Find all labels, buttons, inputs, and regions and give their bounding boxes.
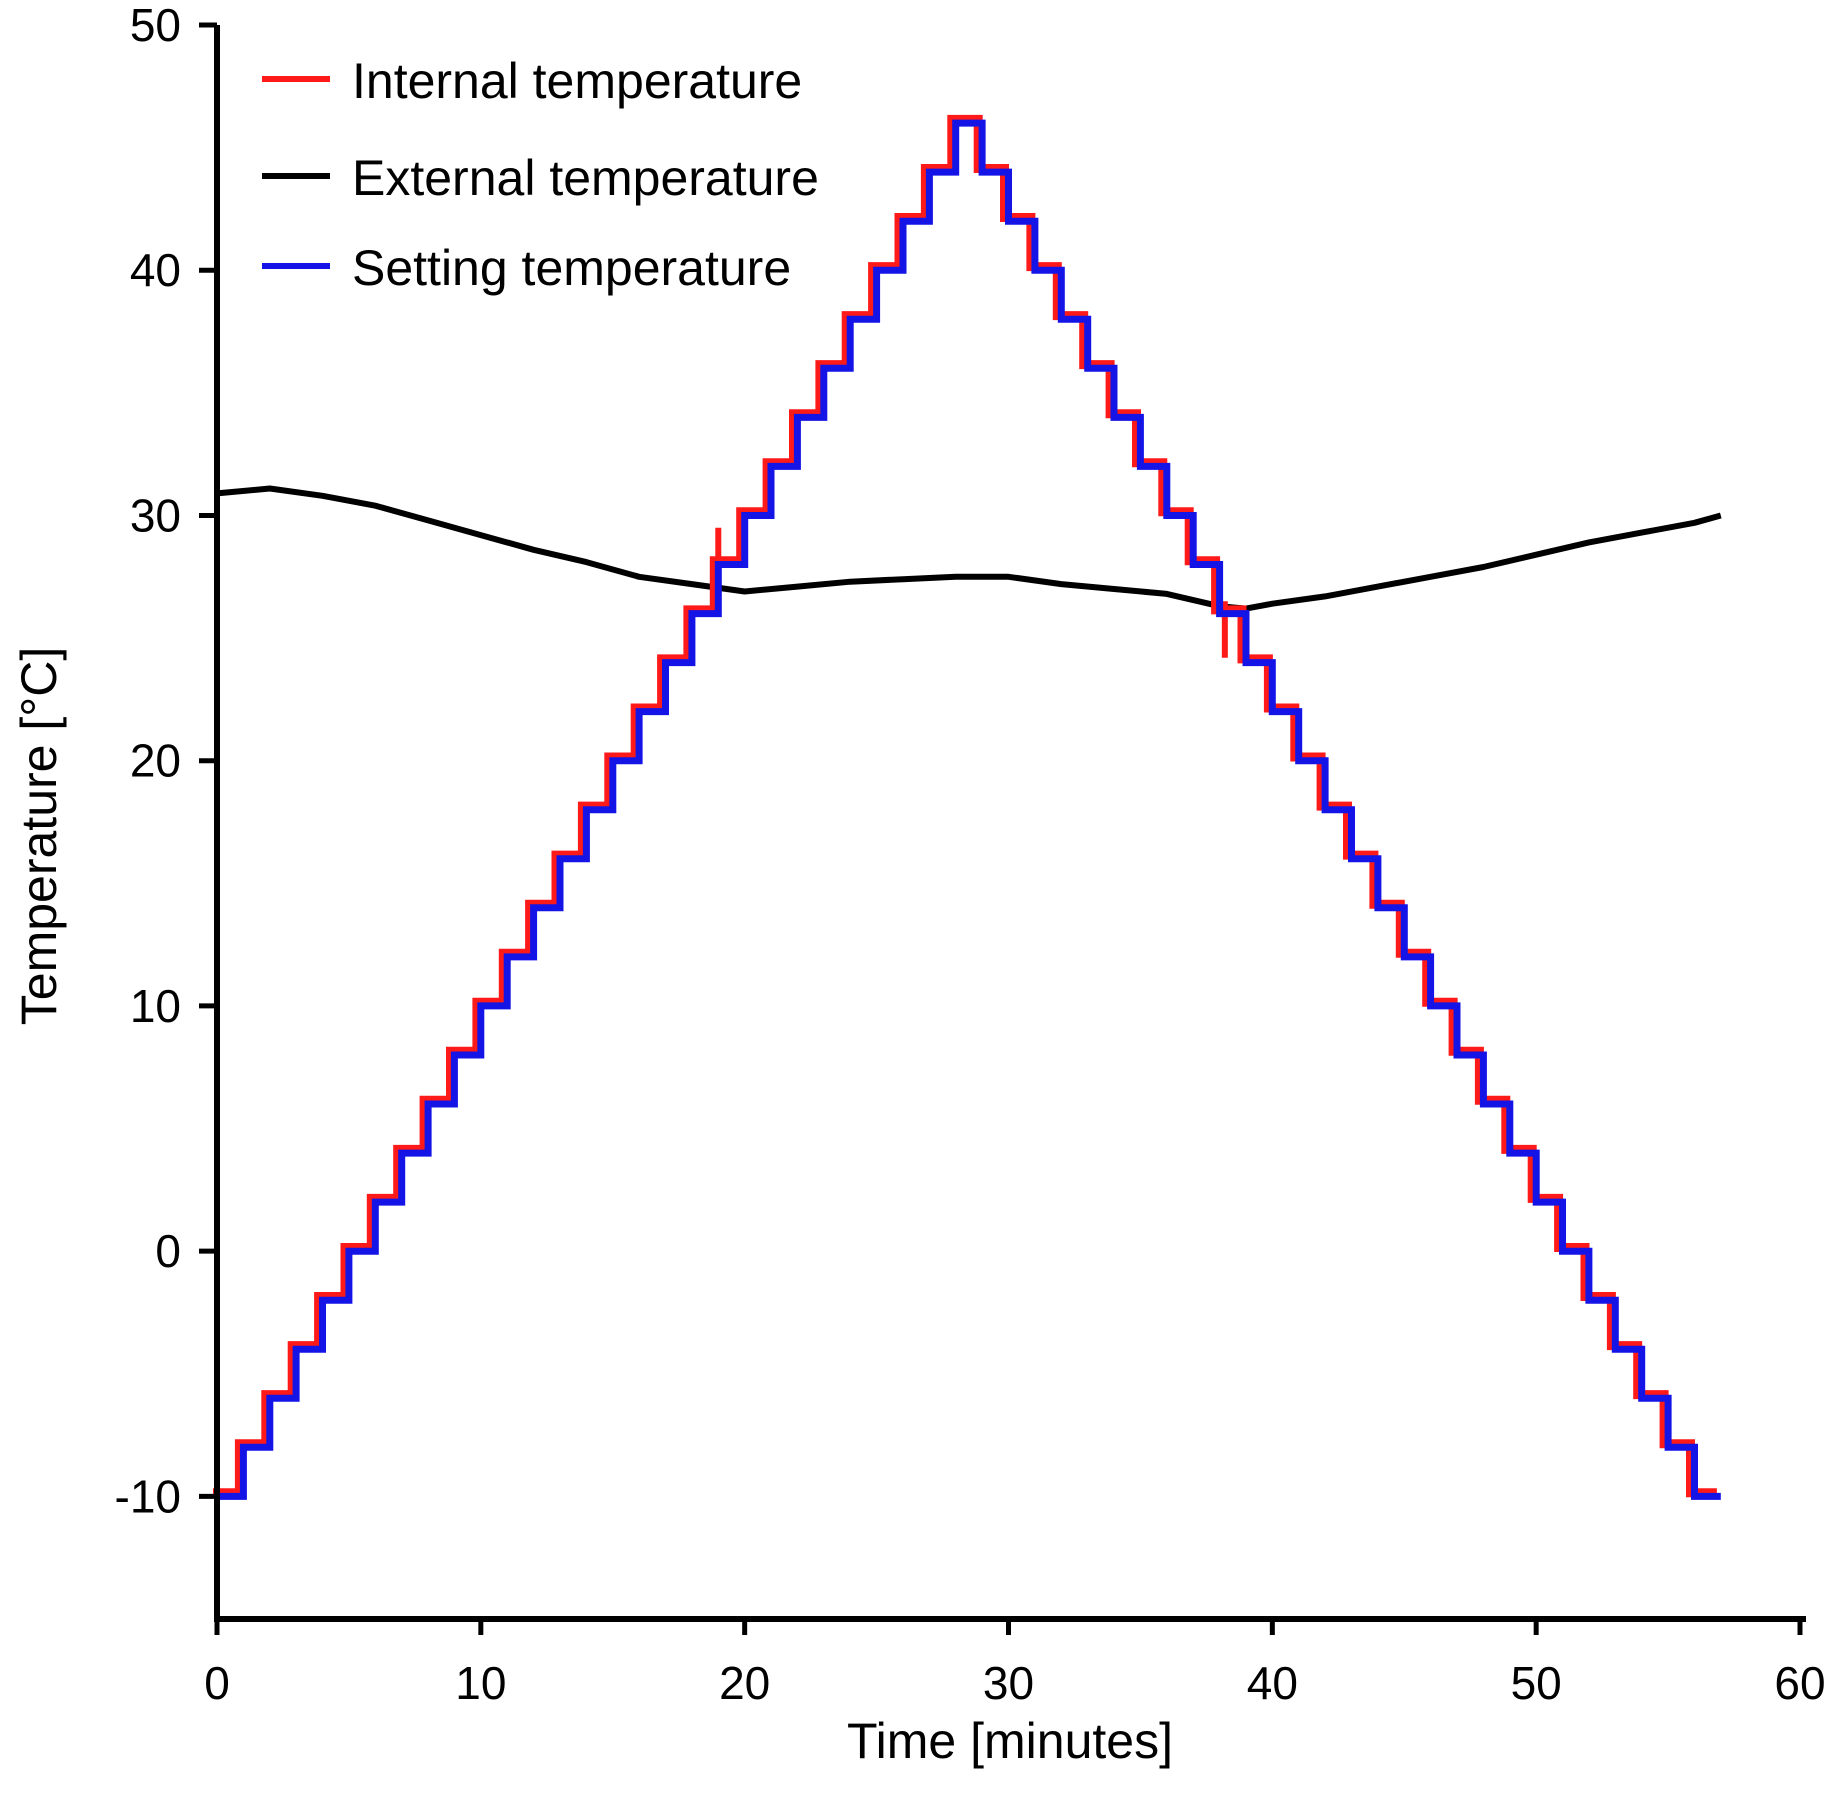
series-internal-temperature [213,114,1717,1498]
x-tick-label: 0 [204,1657,230,1709]
legend-label-setting: Setting temperature [352,240,791,296]
x-tick-label: 50 [1511,1657,1562,1709]
y-tick-label: -10 [115,1470,181,1522]
series-setting-temperature [217,119,1721,1500]
legend-label-internal: Internal temperature [352,53,802,109]
x-tick-label: 40 [1247,1657,1298,1709]
y-tick-label: 30 [130,489,181,541]
y-tick-label: 10 [130,980,181,1032]
series-external-temperature [216,485,1722,612]
y-axis-title: Temperature [°C] [11,647,67,1025]
x-tick-label: 20 [719,1657,770,1709]
y-tick-label: 50 [130,0,181,51]
y-ticks: -10 0 10 20 30 40 50 [115,0,217,1522]
x-axis-title: Time [minutes] [847,1713,1173,1769]
x-ticks: 0 10 20 30 40 50 60 [204,1619,1826,1709]
y-tick-label: 20 [130,735,181,787]
x-tick-label: 30 [983,1657,1034,1709]
legend: Internal temperature External temperatur… [262,53,819,296]
x-tick-label: 10 [455,1657,506,1709]
x-tick-label: 60 [1774,1657,1825,1709]
y-tick-label: 0 [155,1225,181,1277]
plot-area [213,114,1722,1500]
legend-label-external: External temperature [352,150,819,206]
y-tick-label: 40 [130,244,181,296]
